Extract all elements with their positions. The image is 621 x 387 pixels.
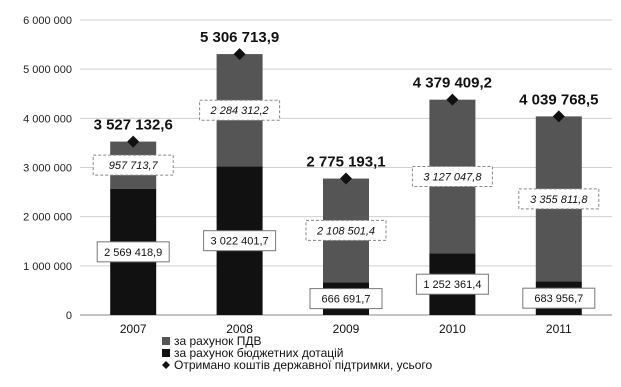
legend-entry: за рахунок ПДВ (174, 334, 262, 348)
x-tick-label: 2011 (546, 322, 572, 336)
y-tick-label: 4 000 000 (23, 113, 72, 125)
y-tick-label: 0 (66, 310, 72, 322)
total-marker-2011 (552, 110, 565, 123)
data-label-budget-subsidy: 1 252 361,4 (423, 279, 481, 291)
data-label-box (203, 230, 277, 252)
data-label-budget-subsidy: 683 956,7 (534, 293, 583, 305)
total-marker-2007 (127, 135, 140, 148)
total-label: 4 379 409,2 (413, 75, 492, 92)
total-label: 4 039 768,5 (519, 91, 598, 108)
total-label: 3 527 132,6 (94, 117, 173, 134)
y-tick-label: 3 000 000 (23, 163, 72, 175)
data-label-box (92, 154, 174, 176)
legend-entry: Отримано коштів державної підтримки, усь… (174, 358, 433, 372)
data-label-budget-subsidy: 666 691,7 (322, 294, 371, 306)
legend-swatch (162, 349, 170, 357)
data-label-box (411, 166, 493, 188)
data-label-box (305, 219, 387, 241)
data-label-vat: 2 284 312,2 (210, 105, 269, 117)
y-tick-label: 6 000 000 (23, 15, 72, 27)
x-tick-label: 2008 (226, 322, 253, 336)
y-tick-label: 1 000 000 (23, 261, 72, 273)
y-tick-label: 5 000 000 (23, 64, 72, 76)
data-label-box (309, 288, 383, 310)
total-marker-2008 (233, 48, 246, 61)
x-tick-label: 2009 (333, 322, 360, 336)
data-label-vat: 957 713,7 (109, 160, 159, 172)
legend-diamond-icon (162, 361, 170, 369)
data-label-budget-subsidy: 3 022 401,7 (211, 236, 269, 248)
data-label-box (415, 273, 489, 295)
data-label-box (96, 241, 170, 263)
total-label: 2 775 193,1 (306, 154, 385, 171)
total-marker-2009 (340, 172, 352, 185)
total-label: 5 306 713,9 (200, 29, 279, 46)
data-label-vat: 2 108 501,4 (316, 225, 375, 237)
legend-swatch (162, 337, 170, 345)
data-label-box (199, 99, 281, 121)
total-marker-2010 (446, 93, 459, 106)
y-tick-label: 2 000 000 (23, 212, 72, 224)
data-label-box (522, 287, 596, 309)
data-label-vat: 3 355 811,8 (530, 194, 588, 206)
x-tick-label: 2010 (439, 322, 466, 336)
x-tick-label: 2007 (120, 322, 147, 336)
data-label-budget-subsidy: 2 569 418,9 (104, 247, 162, 259)
legend-entry: за рахунок бюджетних дотацій (174, 346, 344, 360)
data-label-box (518, 188, 600, 210)
data-label-vat: 3 127 047,8 (423, 172, 482, 184)
